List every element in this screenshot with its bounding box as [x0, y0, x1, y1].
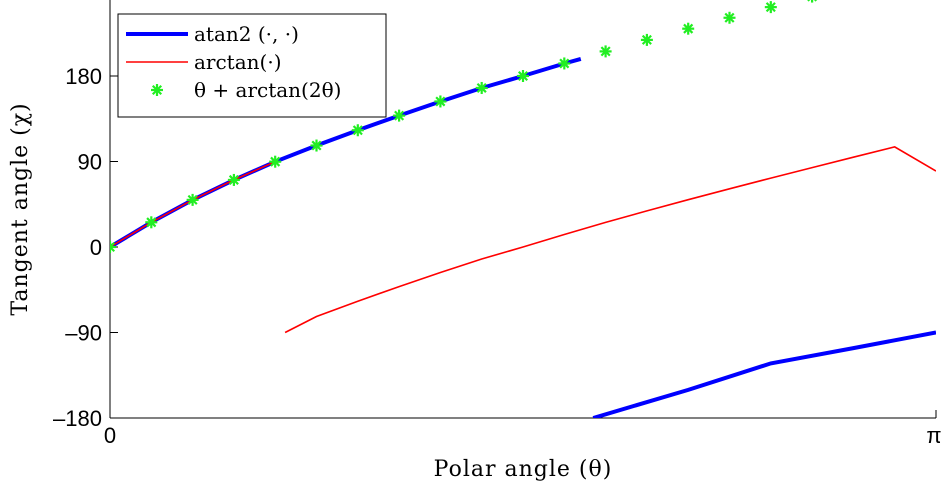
- y-tick-label: 90: [78, 150, 102, 175]
- series-line-atan2: [592, 330, 936, 418]
- data-point-marker: [599, 45, 612, 58]
- data-point-marker: [393, 109, 406, 122]
- ticks-layer: –180 –90 0 90 180 0 π: [53, 64, 941, 448]
- x-axis-title: Polar angle (θ): [434, 457, 613, 482]
- data-point-marker: [558, 57, 571, 70]
- legend-label: atan2 (·, ·): [194, 22, 299, 46]
- data-point-marker: [434, 95, 447, 108]
- data-point-marker: [807, 0, 818, 3]
- data-point-marker: [723, 11, 736, 24]
- series-line-arctan: [284, 146, 936, 334]
- data-point-marker: [227, 173, 240, 186]
- series-layer: [110, 0, 936, 418]
- y-tick-label: 0: [90, 235, 102, 260]
- legend-box: [117, 13, 387, 118]
- y-tick-label: –90: [65, 321, 102, 346]
- legend-label: θ + arctan(2θ): [194, 78, 341, 102]
- data-point-marker: [110, 241, 116, 253]
- data-point-marker: [764, 1, 777, 14]
- y-axis-title: Tangent angle (χ): [8, 102, 33, 315]
- x-tick-label: 0: [104, 423, 116, 448]
- x-tick-label: π: [926, 423, 941, 448]
- data-point-marker: [351, 124, 364, 137]
- data-point-marker: [475, 81, 488, 94]
- legend-swatch: [151, 84, 163, 96]
- legend: atan2 (·, ·) arctan(·) θ + arctan(2θ): [117, 13, 387, 118]
- data-point-marker: [682, 22, 695, 35]
- legend-items: atan2 (·, ·) arctan(·) θ + arctan(2θ): [126, 22, 341, 102]
- y-tick-label: 180: [65, 64, 102, 89]
- y-tick-label: –180: [53, 406, 102, 431]
- data-point-marker: [269, 155, 282, 168]
- data-point-marker: [145, 216, 158, 229]
- data-point-marker: [186, 193, 199, 206]
- data-point-marker: [310, 139, 323, 152]
- data-point-marker: [517, 70, 530, 82]
- data-point-marker: [640, 33, 653, 46]
- legend-label: arctan(·): [194, 50, 282, 74]
